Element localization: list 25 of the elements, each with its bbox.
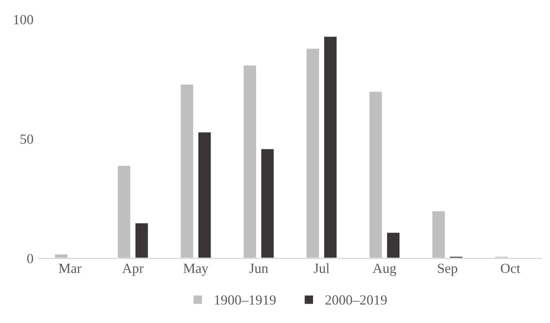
x-tick-label: Jun xyxy=(249,264,268,274)
x-tick-label: May xyxy=(183,264,208,276)
y-tick-label: 100 xyxy=(14,14,34,24)
bar xyxy=(54,252,69,258)
bar xyxy=(322,35,338,258)
bar xyxy=(134,222,150,258)
bar xyxy=(368,90,384,258)
y-tick-label: 50 xyxy=(20,134,34,144)
x-tick-label: Apr xyxy=(122,264,144,276)
bar xyxy=(430,210,446,258)
bar xyxy=(196,131,212,258)
bar xyxy=(260,148,276,258)
bar xyxy=(116,164,132,258)
legend-label: 2000–2019 xyxy=(325,295,387,305)
x-tick-label: Aug xyxy=(372,264,396,276)
bar xyxy=(305,47,320,258)
x-tick-label: Mar xyxy=(58,264,82,274)
y-tick-label: 0 xyxy=(27,254,34,264)
x-tick-label: Oct xyxy=(500,264,520,274)
bar xyxy=(179,83,195,258)
x-tick-label: Jul xyxy=(314,263,330,274)
bar xyxy=(242,64,258,258)
legend-label: 1900–1919 xyxy=(214,295,276,305)
x-tick-label: Sep xyxy=(438,264,458,276)
bar xyxy=(386,231,401,258)
